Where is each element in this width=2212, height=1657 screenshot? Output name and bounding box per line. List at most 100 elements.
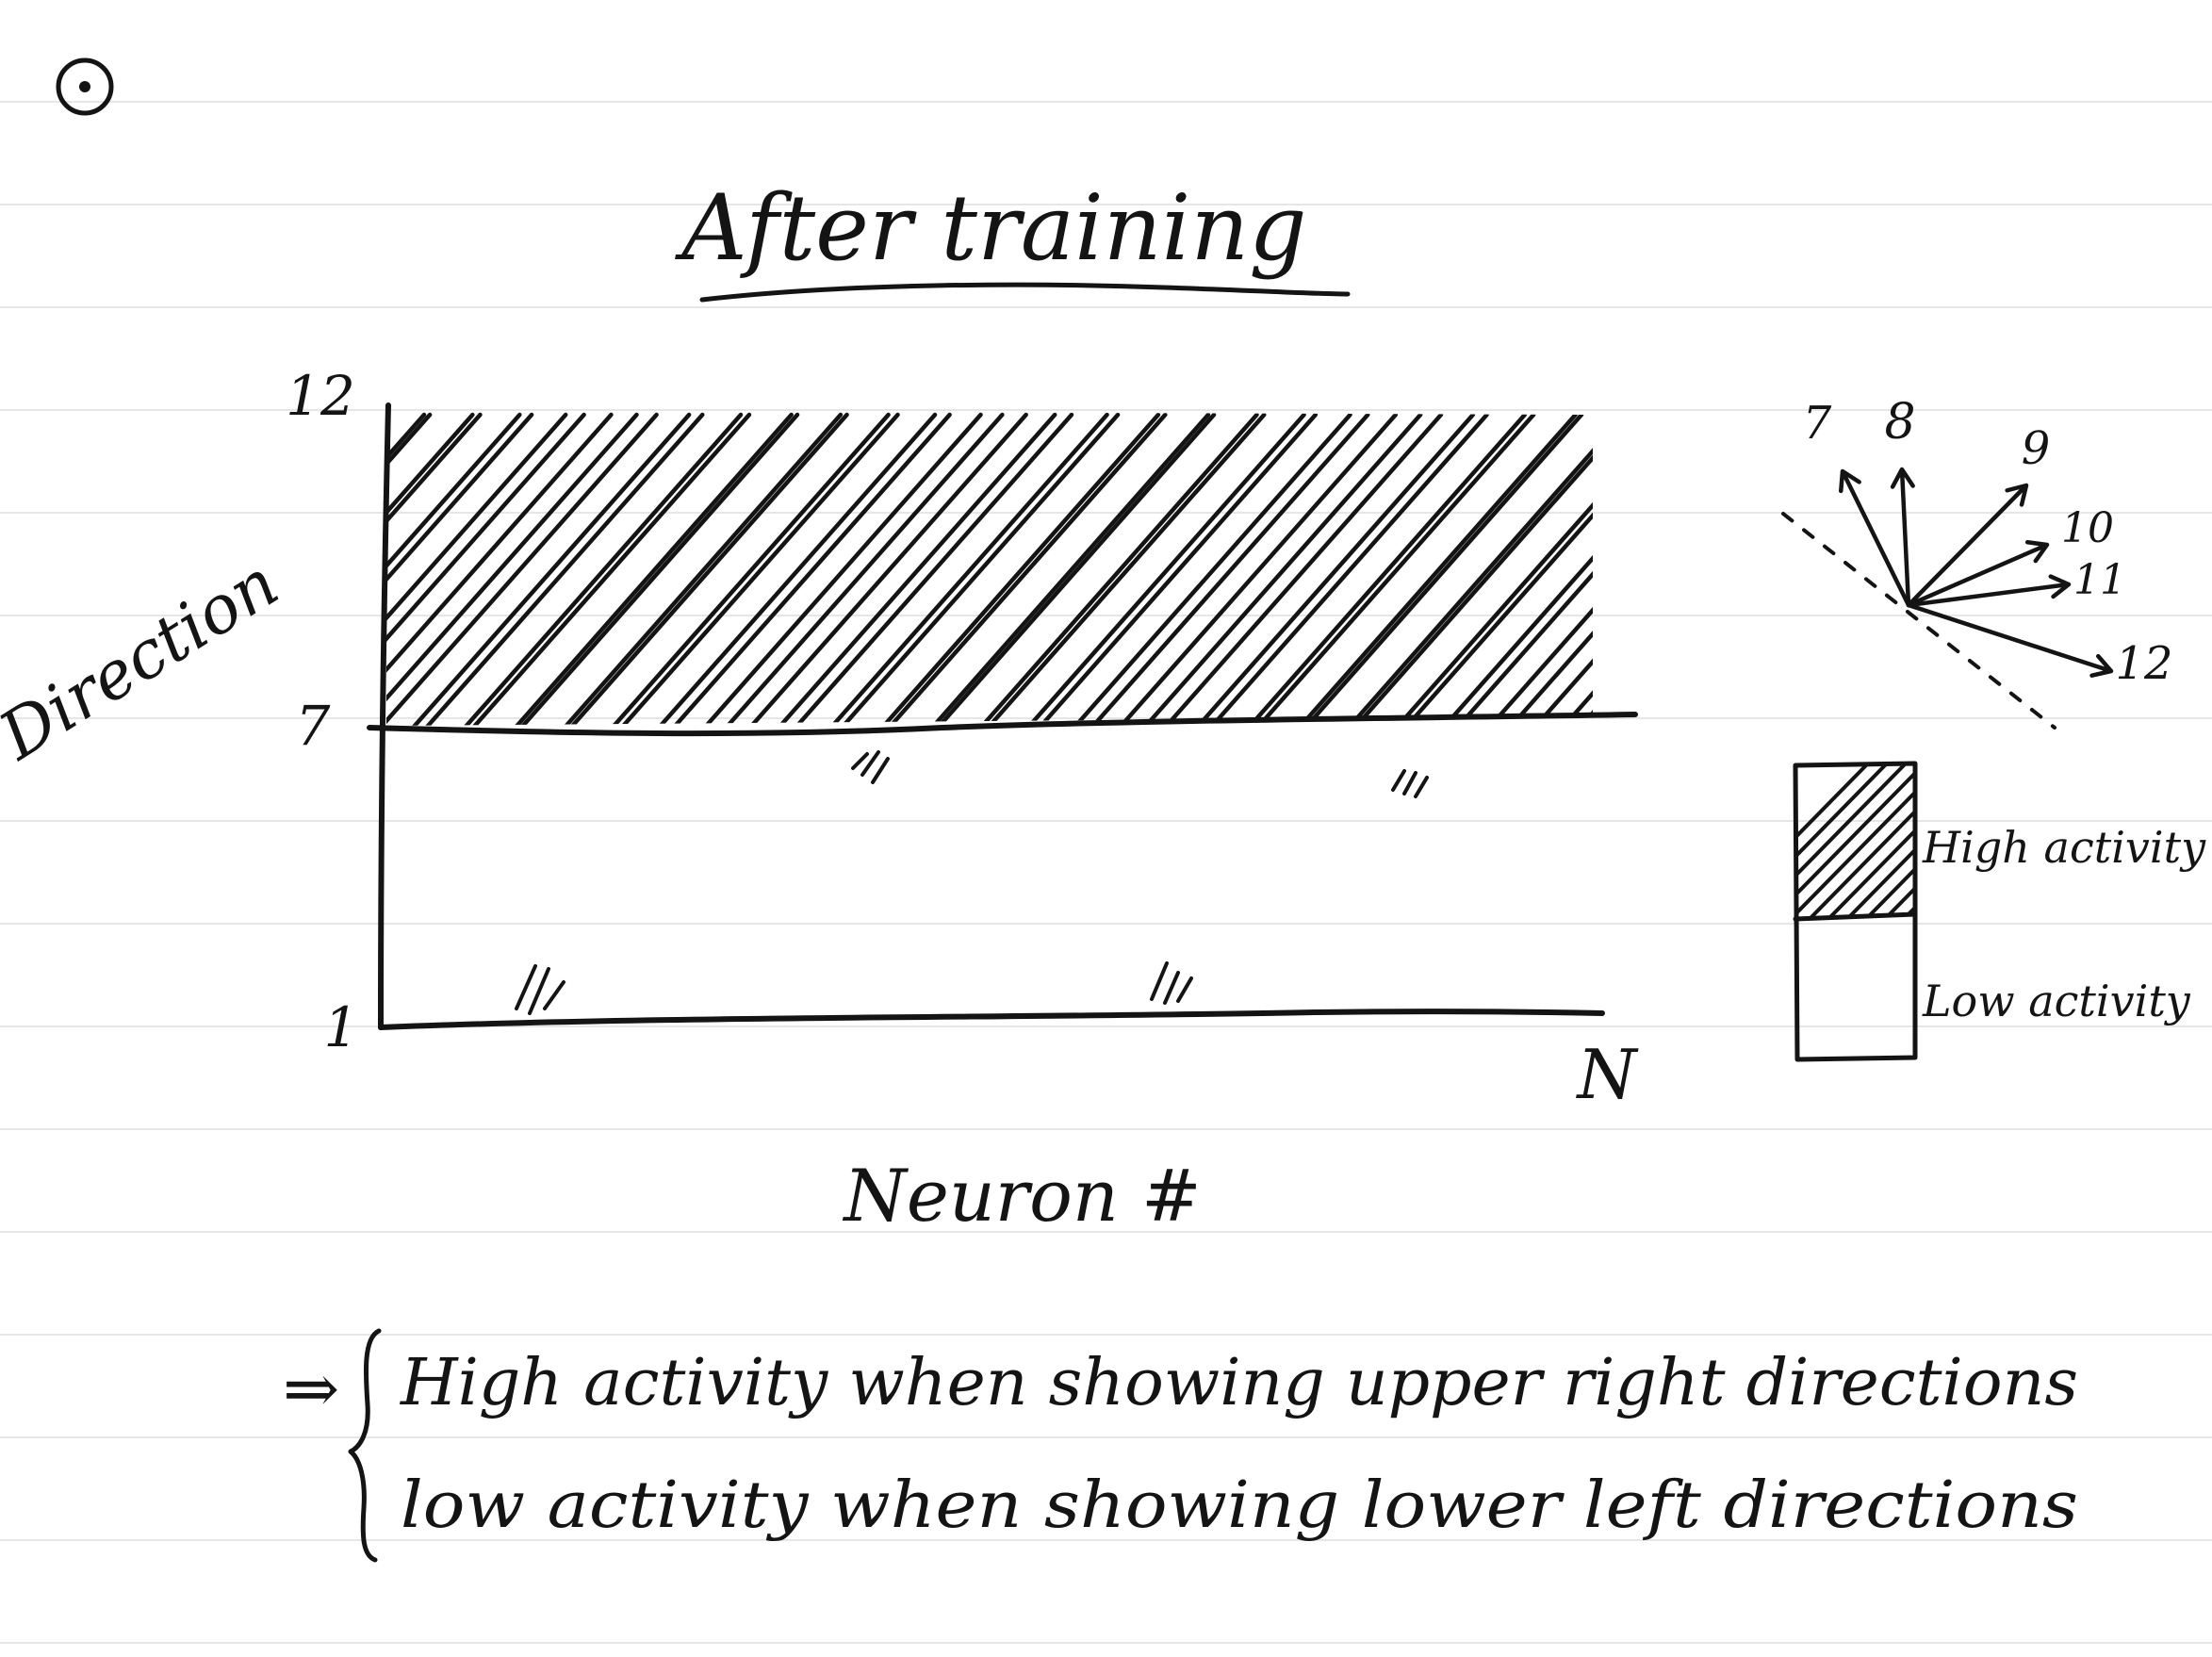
hatch-stroke: [386, 412, 614, 726]
direction-arrow: [1839, 468, 1911, 608]
conclusion-line-1: High activity when showing upper right d…: [399, 1346, 2078, 1420]
legend-hatch-stroke: [1795, 765, 1887, 860]
hatch-stroke: [1030, 412, 1319, 726]
direction-arrow: [1906, 540, 2050, 608]
hatch-stroke: [1019, 412, 1306, 726]
direction-label-10: 10: [2061, 504, 2114, 552]
hatch-stroke: [1188, 412, 1476, 726]
direction-label-11: 11: [2073, 556, 2126, 604]
hatch-stroke: [1290, 412, 1578, 726]
hatch-stroke: [1500, 412, 1593, 726]
legend-hatch-stroke: [1866, 868, 1913, 916]
legend-hatch-stroke: [1795, 765, 1868, 841]
hatch-stroke: [386, 412, 475, 726]
direction-arrow: [1906, 602, 2114, 678]
hatch-stroke: [386, 412, 568, 726]
conclusion-line-2: low activity when showing lower left dir…: [401, 1468, 2078, 1543]
hatch-stroke: [741, 412, 1028, 726]
hatch-stroke: [386, 412, 659, 726]
legend-hatch-stroke: [1885, 887, 1913, 916]
hatch-stroke: [1553, 412, 1593, 726]
hatch-stroke: [386, 412, 483, 726]
legend-high-swatch: [1795, 765, 1913, 916]
hatch-stroke: [386, 412, 534, 726]
hatch-stroke: [1202, 412, 1489, 726]
y-tick-1: 1: [324, 995, 359, 1059]
hatch-stroke: [1296, 412, 1584, 726]
y-axis-label: Direction: [0, 544, 291, 776]
boundary-line-direction-7: [367, 712, 1638, 737]
hatch-stroke: [1434, 412, 1593, 726]
direction-label-12: 12: [2115, 637, 2172, 690]
hatch-stroke: [1155, 412, 1444, 726]
high-activity-region: [386, 412, 1942, 735]
conclusion-arrow: ⇒: [283, 1349, 339, 1428]
direction-arrows-diagram: 7 8 9 10 11 12: [1781, 394, 2173, 730]
hatch-stroke: [386, 412, 586, 726]
direction-arrow: [1906, 574, 2072, 608]
hatch-stroke: [972, 412, 1259, 726]
hatch-stroke: [506, 412, 794, 726]
legend-low-label: Low activity: [1922, 976, 2191, 1026]
hatch-stroke: [1065, 412, 1352, 726]
hatch-stroke: [873, 412, 1161, 726]
hatch-stroke: [1135, 412, 1423, 726]
hatch-stroke: [1339, 412, 1593, 726]
hatch-stroke: [880, 412, 1168, 726]
hatch-stroke: [1449, 412, 1593, 726]
hatch-stroke: [786, 412, 1074, 726]
hatch-stroke: [649, 412, 938, 726]
legend: High activity Low activity: [1793, 761, 2206, 1062]
y-axis-line: [378, 402, 391, 1030]
y-tick-7: 7: [296, 694, 331, 758]
hatch-stroke: [418, 412, 705, 726]
direction-label-8: 8: [1884, 394, 1915, 451]
hatch-stroke: [1619, 415, 1902, 735]
hatch-stroke: [717, 412, 1005, 726]
hatch-stroke: [664, 412, 952, 726]
hatch-stroke: [562, 412, 849, 726]
hatch-stroke: [512, 412, 800, 726]
hatch-stroke: [1397, 412, 1593, 726]
direction-label-9: 9: [2022, 422, 2051, 475]
hatch-stroke: [1248, 412, 1536, 726]
page-title: After training: [674, 175, 1306, 281]
title-underline: [699, 282, 1351, 303]
hatch-stroke: [1608, 415, 1891, 735]
x-axis-line: [378, 1009, 1605, 1030]
hatch-stroke: [979, 412, 1267, 726]
direction-arrow: [1890, 467, 1915, 608]
hatch-stroke: [1239, 412, 1528, 726]
hatch-stroke: [555, 412, 844, 726]
hatch-stroke: [455, 412, 744, 726]
hatch-stroke: [603, 412, 891, 726]
hatch-stroke: [832, 412, 1121, 726]
hatch-stroke: [1525, 412, 1593, 726]
hatch-stroke: [923, 412, 1211, 726]
hatch-stroke: [1083, 412, 1370, 726]
direction-label-7: 7: [1803, 397, 1832, 450]
hatch-stroke: [403, 412, 692, 726]
circled-dot-icon: [56, 57, 114, 116]
legend-hatch-stroke: [1795, 765, 1906, 879]
legend-high-label: High activity: [1922, 822, 2206, 873]
hatch-stroke: [386, 412, 522, 726]
hatch-stroke: [613, 412, 900, 726]
x-axis-label: Neuron #: [842, 1154, 1201, 1238]
legend-hatch-stroke: [1795, 791, 1913, 916]
hatch-stroke: [1110, 412, 1399, 726]
hatch-stroke: [822, 412, 1109, 726]
legend-hatch-stroke: [1847, 848, 1913, 916]
hatch-stroke: [769, 412, 1057, 726]
conclusion-brace: [348, 1328, 382, 1563]
hatch-stroke: [928, 412, 1217, 726]
hatch-stroke: [696, 412, 983, 726]
hatch-stroke: [1480, 412, 1593, 726]
axis-break-marks: [515, 750, 1429, 1015]
hatch-stroke: [1660, 415, 1942, 735]
hatch-stroke: [386, 412, 639, 726]
hatch-stroke: [1387, 412, 1593, 726]
legend-hatch-stroke: [1828, 829, 1913, 916]
